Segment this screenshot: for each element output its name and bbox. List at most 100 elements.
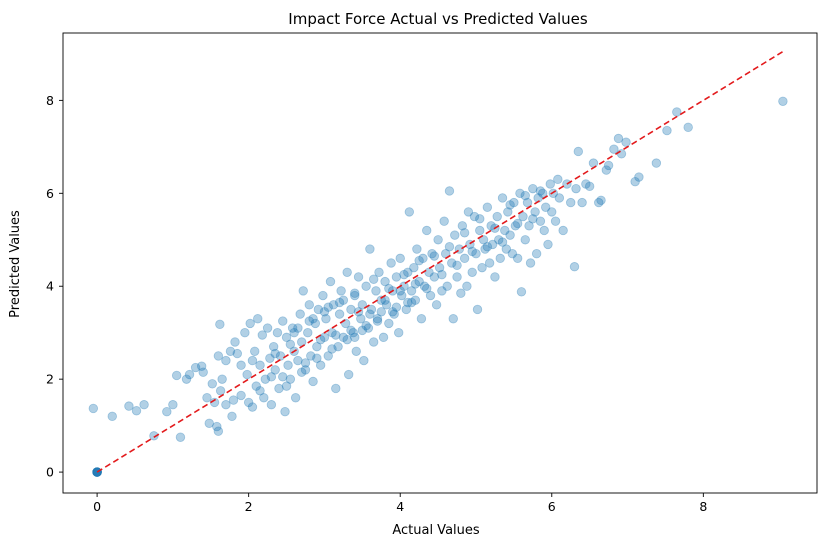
data-point	[215, 386, 226, 396]
data-point	[207, 379, 217, 389]
data-point	[232, 348, 242, 359]
data-point	[315, 360, 326, 370]
data-point	[450, 230, 460, 240]
data-point	[459, 228, 470, 238]
data-point	[522, 197, 533, 208]
data-point	[323, 302, 333, 312]
data-point	[334, 297, 345, 308]
chart-title: Impact Force Actual vs Predicted Values	[288, 10, 588, 28]
data-point	[319, 307, 330, 317]
data-point	[467, 267, 477, 277]
data-point	[482, 242, 493, 252]
data-point	[361, 321, 371, 331]
data-point	[500, 225, 510, 236]
data-point	[410, 279, 421, 289]
data-point	[566, 197, 576, 208]
data-point	[331, 383, 341, 394]
data-point	[486, 221, 496, 231]
data-point	[230, 337, 240, 347]
x-tick-label: 6	[548, 499, 556, 514]
data-point	[437, 269, 447, 280]
data-point	[168, 400, 178, 410]
data-point	[303, 328, 313, 338]
data-point	[247, 355, 258, 366]
data-point	[409, 262, 419, 273]
data-point	[139, 400, 149, 410]
data-point	[495, 253, 505, 264]
data-point	[247, 402, 258, 412]
data-point	[351, 346, 361, 356]
data-point	[406, 286, 417, 296]
data-point	[456, 288, 466, 298]
data-point	[228, 395, 239, 405]
y-tick-label: 6	[46, 186, 54, 201]
data-point	[378, 332, 389, 343]
data-point	[281, 381, 292, 391]
data-point	[285, 339, 296, 350]
data-point	[391, 302, 402, 312]
data-point	[293, 323, 303, 333]
data-point	[518, 211, 528, 222]
data-point	[342, 267, 352, 277]
data-point	[372, 316, 383, 326]
data-point	[346, 325, 356, 336]
data-point	[312, 341, 322, 352]
data-point	[553, 174, 563, 185]
data-point	[328, 300, 339, 310]
data-point	[494, 235, 504, 245]
data-point	[537, 188, 548, 199]
data-point	[289, 328, 299, 338]
data-point	[213, 426, 224, 436]
data-point	[283, 360, 293, 370]
data-point	[406, 297, 417, 308]
data-point	[204, 418, 214, 429]
points-layer	[88, 96, 788, 477]
data-point	[601, 165, 612, 175]
data-point	[594, 197, 604, 208]
x-tick-label: 4	[396, 499, 404, 514]
data-point	[401, 304, 411, 315]
y-axis-label: Predicted Values	[8, 210, 23, 318]
data-point	[298, 286, 308, 296]
data-point	[596, 195, 606, 205]
data-point	[265, 353, 275, 363]
data-point	[236, 360, 246, 370]
data-point	[304, 300, 314, 310]
data-point	[251, 381, 261, 391]
data-point	[374, 267, 384, 277]
data-point	[304, 316, 314, 326]
data-point	[442, 281, 452, 291]
data-point	[429, 251, 440, 261]
data-point	[359, 355, 369, 366]
data-point	[439, 216, 449, 226]
data-point	[573, 146, 584, 157]
y-tick-label: 2	[46, 372, 54, 387]
data-point	[503, 207, 513, 217]
data-point	[539, 225, 549, 236]
data-point	[280, 406, 290, 417]
y-tick-label: 0	[46, 465, 54, 480]
data-point	[342, 334, 352, 345]
data-point	[621, 137, 631, 147]
data-point	[253, 314, 263, 324]
data-point	[480, 244, 490, 254]
data-point	[308, 314, 318, 324]
data-point	[202, 393, 212, 403]
data-point	[376, 307, 386, 317]
data-point	[419, 281, 430, 291]
data-point	[431, 300, 442, 310]
data-point	[266, 400, 277, 410]
data-point	[365, 244, 375, 254]
data-point	[475, 214, 485, 224]
data-point	[452, 260, 462, 271]
data-point	[520, 190, 530, 201]
data-point	[477, 262, 487, 273]
data-point	[381, 300, 392, 310]
data-point	[609, 144, 619, 154]
data-point	[262, 323, 273, 333]
data-point	[444, 242, 455, 252]
data-point	[410, 295, 421, 305]
data-point	[221, 400, 231, 410]
data-point	[509, 197, 519, 208]
